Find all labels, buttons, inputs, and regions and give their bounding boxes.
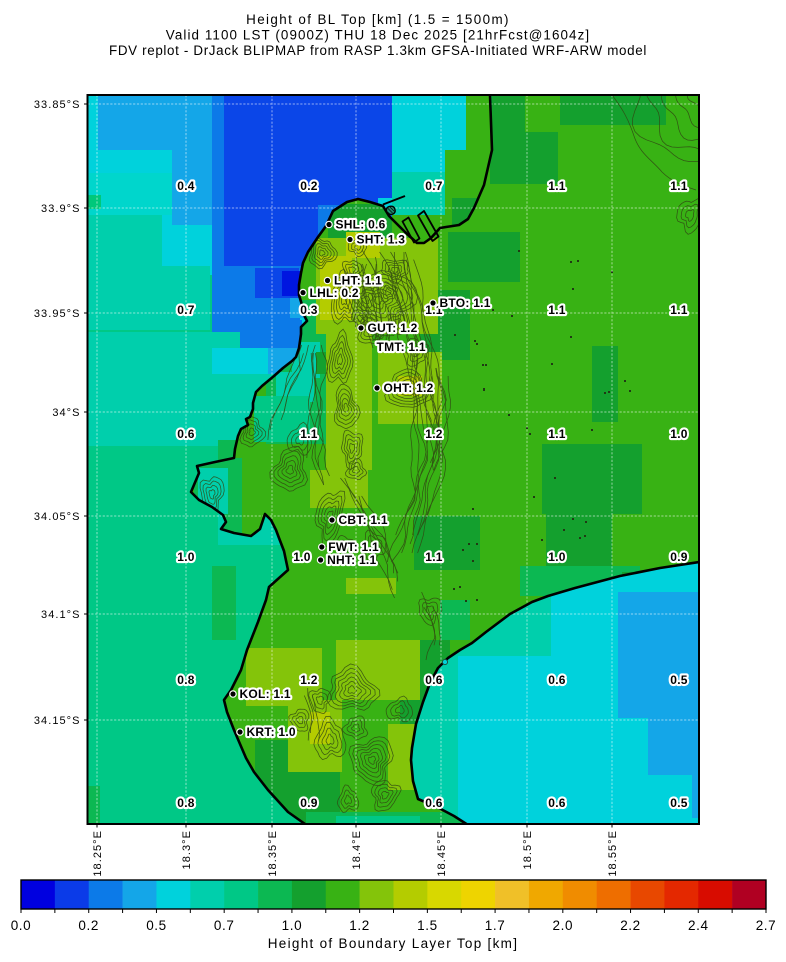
svg-text:18.55°E: 18.55°E [607, 830, 619, 877]
svg-text:18.25°E: 18.25°E [92, 830, 104, 877]
svg-text:1.1: 1.1 [548, 427, 566, 441]
svg-text:FDV replot - DrJack BLIPMAP fr: FDV replot - DrJack BLIPMAP from RASP 1.… [109, 43, 647, 58]
svg-text:BTO: 1.1: BTO: 1.1 [440, 296, 491, 310]
svg-text:34.1°S: 34.1°S [41, 609, 80, 621]
svg-text:SHL: 0.6: SHL: 0.6 [336, 218, 386, 232]
svg-text:2.7: 2.7 [756, 918, 777, 933]
svg-text:1.7: 1.7 [485, 918, 506, 933]
svg-text:0.7: 0.7 [177, 303, 195, 317]
svg-text:0.2: 0.2 [78, 918, 99, 933]
svg-text:LHL: 0.2: LHL: 0.2 [310, 286, 359, 300]
svg-text:1.1: 1.1 [670, 179, 688, 193]
svg-text:1.0: 1.0 [293, 550, 311, 564]
svg-text:1.0: 1.0 [670, 427, 688, 441]
svg-text:0.8: 0.8 [177, 673, 195, 687]
svg-text:KRT: 1.0: KRT: 1.0 [247, 725, 296, 739]
svg-text:33.95°S: 33.95°S [34, 308, 81, 320]
svg-text:KOL: 1.1: KOL: 1.1 [240, 687, 291, 701]
svg-text:0.5: 0.5 [670, 673, 688, 687]
svg-text:CBT: 1.1: CBT: 1.1 [339, 513, 388, 527]
svg-text:1.1: 1.1 [548, 303, 566, 317]
svg-text:0.5: 0.5 [146, 918, 167, 933]
svg-text:1.2: 1.2 [300, 673, 318, 687]
svg-text:0.5: 0.5 [670, 796, 688, 810]
svg-text:0.9: 0.9 [670, 550, 688, 564]
svg-text:1.0: 1.0 [548, 550, 566, 564]
svg-text:1.0: 1.0 [177, 550, 195, 564]
svg-text:0.2: 0.2 [300, 179, 318, 193]
svg-text:18.5°E: 18.5°E [522, 830, 534, 869]
svg-text:1.1: 1.1 [670, 303, 688, 317]
svg-text:Valid 1100 LST (0900Z) THU 18: Valid 1100 LST (0900Z) THU 18 Dec 2025 [… [166, 28, 590, 43]
svg-text:1.2: 1.2 [425, 427, 443, 441]
svg-text:FWT: 1.1: FWT: 1.1 [328, 540, 379, 554]
svg-text:OHT: 1.2: OHT: 1.2 [384, 381, 434, 395]
svg-text:1.1: 1.1 [548, 179, 566, 193]
svg-text:1.1: 1.1 [425, 303, 443, 317]
svg-text:33.9°S: 33.9°S [41, 203, 80, 215]
svg-text:0.6: 0.6 [177, 427, 195, 441]
svg-text:2.2: 2.2 [620, 918, 641, 933]
svg-text:Height of Boundary Layer Top [: Height of Boundary Layer Top [km] [268, 936, 519, 951]
svg-text:NHT: 1.1: NHT: 1.1 [327, 553, 376, 567]
svg-text:0.6: 0.6 [548, 796, 566, 810]
svg-text:0.6: 0.6 [425, 673, 443, 687]
svg-text:1.1: 1.1 [300, 427, 318, 441]
svg-text:18.45°E: 18.45°E [436, 830, 448, 877]
svg-text:0.8: 0.8 [177, 796, 195, 810]
svg-text:SHT: 1.3: SHT: 1.3 [357, 233, 406, 247]
svg-text:34.15°S: 34.15°S [34, 715, 81, 727]
svg-text:0.9: 0.9 [300, 796, 318, 810]
svg-text:1.2: 1.2 [349, 918, 370, 933]
svg-text:LHT: 1.1: LHT: 1.1 [334, 274, 382, 288]
svg-text:1.1: 1.1 [425, 550, 443, 564]
svg-text:0.7: 0.7 [214, 918, 235, 933]
svg-text:18.35°E: 18.35°E [267, 830, 279, 877]
svg-text:34°S: 34°S [52, 407, 80, 419]
svg-text:34.05°S: 34.05°S [34, 511, 81, 523]
svg-text:0.6: 0.6 [548, 673, 566, 687]
svg-text:1.0: 1.0 [282, 918, 303, 933]
svg-text:0.4: 0.4 [177, 179, 195, 193]
svg-text:0.7: 0.7 [425, 179, 443, 193]
svg-text:0.3: 0.3 [300, 303, 318, 317]
svg-text:Height of BL Top [km] (1.5 = 1: Height of BL Top [km] (1.5 = 1500m) [246, 12, 510, 27]
svg-text:18.4°E: 18.4°E [351, 830, 363, 869]
svg-text:GUT: 1.2: GUT: 1.2 [368, 321, 418, 335]
svg-text:2.4: 2.4 [688, 918, 709, 933]
svg-text:0.0: 0.0 [11, 918, 32, 933]
svg-text:2.0: 2.0 [553, 918, 574, 933]
svg-text:0.6: 0.6 [425, 796, 443, 810]
svg-text:33.85°S: 33.85°S [34, 99, 81, 111]
svg-text:18.3°E: 18.3°E [181, 830, 193, 869]
svg-text:1.5: 1.5 [417, 918, 438, 933]
svg-text:TMT: 1.1: TMT: 1.1 [377, 340, 426, 354]
